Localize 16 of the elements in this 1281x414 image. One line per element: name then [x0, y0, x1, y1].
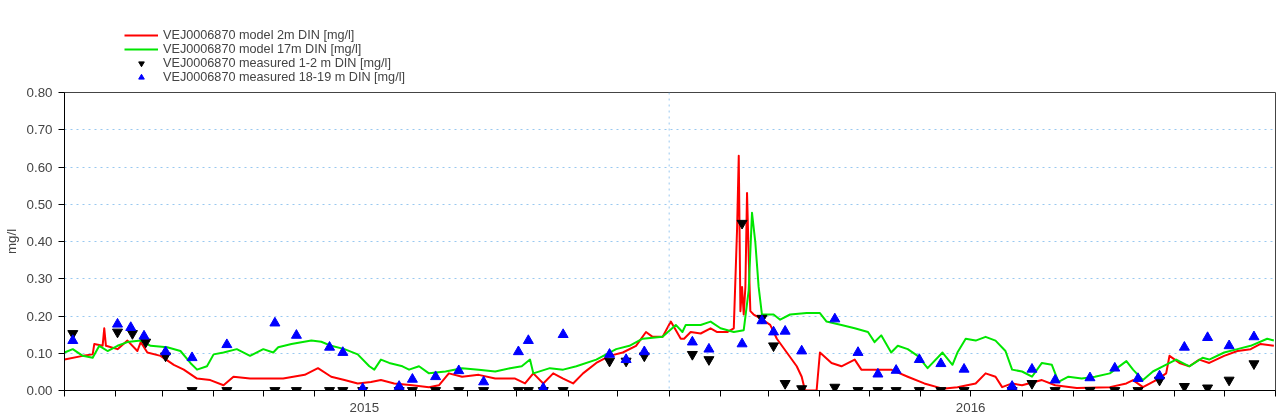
y-tick-label: 0.70 [26, 122, 53, 138]
x-tick-label: 2015 [349, 399, 380, 414]
y-tick-label: 0.20 [26, 308, 53, 324]
y-tick-label: 0.10 [26, 345, 53, 361]
y-tick-label: 0.80 [26, 85, 53, 100]
y-tick-label: 0.00 [26, 383, 53, 398]
y-tick-label: 0.40 [26, 234, 53, 249]
legend-label: VEJ0006870 measured 1-2 m DIN [mg/l] [163, 56, 391, 70]
y-tick-label: 0.60 [26, 159, 53, 175]
legend-label: VEJ0006870 model 17m DIN [mg/l] [163, 42, 362, 56]
y-tick-label: 0.30 [26, 271, 53, 287]
y-axis-title: mg/l [3, 228, 19, 255]
legend-label: VEJ0006870 measured 18-19 m DIN [mg/l] [163, 70, 405, 84]
y-tick-label: 0.50 [26, 196, 53, 212]
legend-label: VEJ0006870 model 2m DIN [mg/l] [163, 28, 355, 42]
x-tick-label: 2016 [955, 399, 986, 414]
